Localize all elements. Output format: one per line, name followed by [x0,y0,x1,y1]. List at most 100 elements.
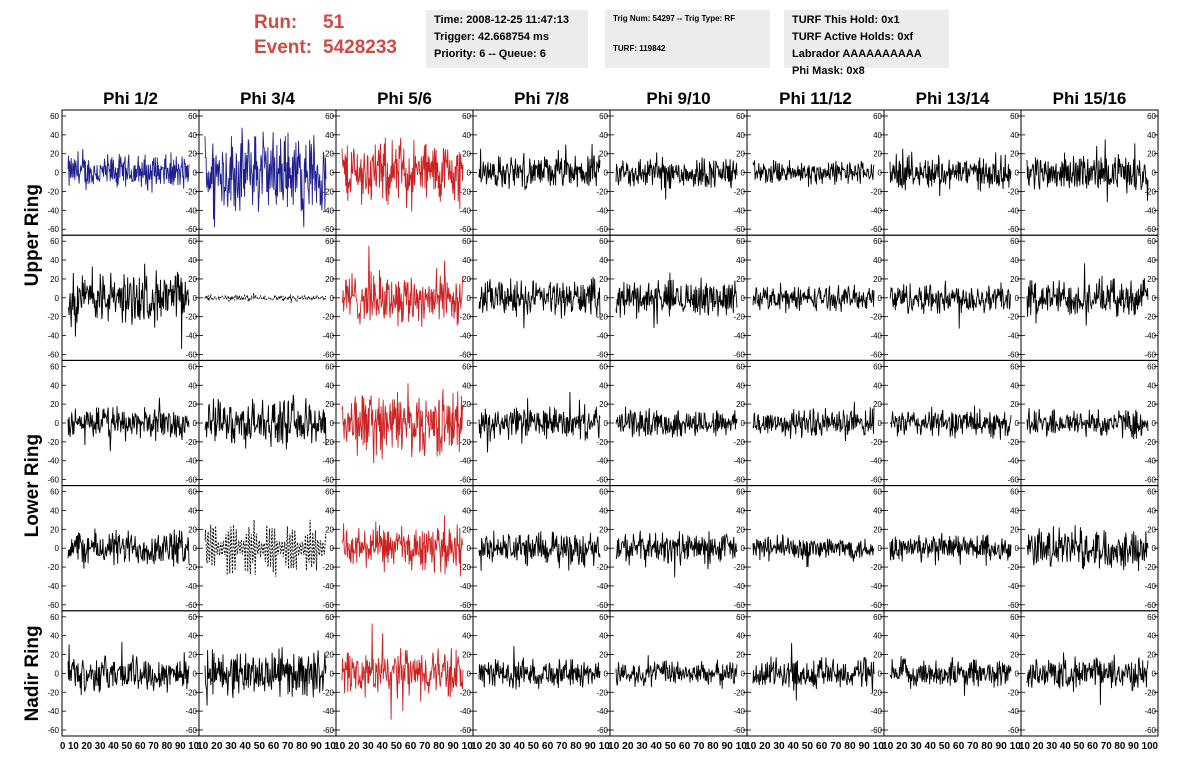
y-tick-label: -40 [47,457,59,466]
y-tick-label: 20 [325,275,334,284]
waveform-trace [204,647,327,706]
y-tick-label: 40 [1010,632,1019,641]
y-tick-label: 60 [736,488,745,497]
trig-num-line: Trig Num: 54297 -- Trig Type: RF [613,14,736,23]
y-tick-label: 60 [736,237,745,246]
y-tick-label: -20 [1007,187,1019,196]
row-label: Nadir Ring [22,625,43,721]
y-tick-label: -40 [870,457,882,466]
y-tick-label: 40 [1010,506,1019,515]
waveform-trace [341,515,464,577]
y-tick-label: -20 [1007,688,1019,697]
y-tick-label: -60 [1007,476,1019,485]
waveform-trace [615,655,738,689]
event-value: 5428233 [323,37,397,58]
y-tick-label: 40 [873,506,882,515]
y-tick-label: 20 [1147,400,1156,409]
y-tick-label: 20 [599,275,608,284]
waveform-trace [204,519,327,577]
y-tick-label: 60 [188,237,197,246]
y-tick-label: 60 [599,112,608,121]
y-tick-label: 0 [604,419,609,428]
column-title: Phi 5/6 [377,89,432,108]
y-tick-label: -40 [459,206,471,215]
x-tick-label-strip: 10 20 30 40 50 60 70 80 90 100 [1019,741,1158,752]
y-tick-label: -60 [596,225,608,234]
y-tick-label: -40 [1144,206,1156,215]
y-tick-label: 0 [330,419,335,428]
y-tick-label: 60 [188,112,197,121]
waveform-trace [341,383,464,464]
y-tick-label: -60 [1144,225,1156,234]
column-title: Phi 1/2 [103,89,158,108]
y-tick-label: -60 [733,350,745,359]
y-tick-label: 60 [462,237,471,246]
y-tick-label: -60 [1007,601,1019,610]
y-tick-label: -60 [1144,476,1156,485]
y-tick-label: 40 [188,381,197,390]
y-tick-label: 20 [325,150,334,159]
waveform-trace [1026,407,1149,440]
y-tick-label: -60 [1144,726,1156,735]
y-tick-label: -60 [596,350,608,359]
y-tick-label: 40 [325,131,334,140]
waveform-trace [1026,525,1149,572]
y-tick-label: 0 [1152,294,1157,303]
y-tick-label: 20 [1010,525,1019,534]
y-tick-label: -40 [322,582,334,591]
y-tick-label: 60 [599,237,608,246]
y-tick-label: 0 [604,169,609,178]
y-tick-label: -40 [322,457,334,466]
y-tick-label: -20 [459,313,471,322]
y-tick-label: -20 [47,563,59,572]
y-tick-label: -60 [185,225,197,234]
y-tick-label: -40 [733,332,745,341]
y-tick-label: -40 [733,582,745,591]
y-tick-label: -40 [322,707,334,716]
y-tick-label: 20 [50,150,59,159]
x-tick-label-strip: 10 20 30 40 50 60 70 80 90 10 [608,741,747,752]
y-tick-label: 60 [462,488,471,497]
y-tick-label: -60 [733,726,745,735]
y-tick-label: 60 [736,362,745,371]
column-title: Phi 3/4 [240,89,295,108]
y-tick-label: -20 [1144,563,1156,572]
y-tick-label: 20 [325,651,334,660]
y-tick-label: 0 [1015,169,1020,178]
y-tick-label: 40 [873,632,882,641]
y-tick-label: -60 [322,726,334,735]
y-tick-label: 0 [741,419,746,428]
y-tick-label: 0 [1152,169,1157,178]
y-tick-label: 60 [736,613,745,622]
y-tick-label: 60 [325,613,334,622]
y-tick-label: 20 [599,525,608,534]
y-tick-label: 60 [1010,362,1019,371]
y-tick-label: 20 [188,275,197,284]
y-tick-label: -20 [596,187,608,196]
y-tick-label: -60 [596,601,608,610]
y-tick-label: 20 [736,150,745,159]
y-tick-label: 60 [873,613,882,622]
y-tick-label: -20 [459,187,471,196]
y-tick-label: -20 [47,438,59,447]
turf-this-hold-line: TURF This Hold: 0x1 [792,14,900,26]
waveform-trace [478,277,601,329]
priority-line: Priority: 6 -- Queue: 6 [434,48,546,60]
y-tick-label: 40 [462,131,471,140]
column-title: Phi 7/8 [514,89,569,108]
y-tick-label: 20 [50,400,59,409]
y-tick-label: 40 [599,506,608,515]
y-tick-label: 0 [741,669,746,678]
y-tick-label: 60 [50,362,59,371]
trig-num-box: Trig Num: 54297 -- Trig Type: RF TURF: 1… [605,10,770,68]
waveform-trace [752,534,875,568]
y-tick-label: -60 [459,726,471,735]
y-tick-label: -40 [185,582,197,591]
y-tick-label: -60 [47,726,59,735]
y-tick-label: -60 [185,601,197,610]
y-tick-label: 40 [1147,131,1156,140]
y-tick-label: 0 [878,669,883,678]
y-tick-label: 0 [741,169,746,178]
y-tick-label: 20 [1010,150,1019,159]
